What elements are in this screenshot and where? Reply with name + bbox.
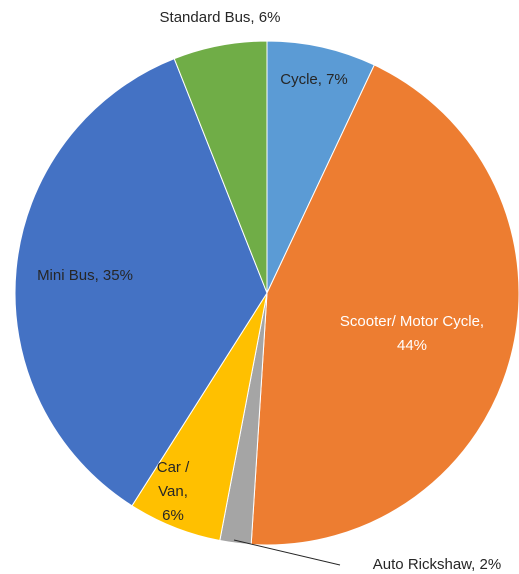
pie-slice [250, 64, 519, 546]
pie-slice [14, 58, 268, 507]
data-label: Auto Rickshaw, 2% [373, 556, 501, 573]
data-label-line: Van, [158, 483, 188, 500]
data-label: Standard Bus, 6% [160, 9, 281, 26]
data-label: Scooter/ Motor Cycle, 44% [340, 313, 484, 354]
data-label-line: Scooter/ Motor Cycle, [340, 313, 484, 330]
data-label-line: 44% [397, 337, 427, 354]
data-label: Cycle, 7% [280, 71, 348, 88]
data-label-line: Car / [157, 459, 190, 476]
leader-line [233, 539, 341, 566]
pie-slice [173, 40, 268, 294]
pie-slice [266, 40, 375, 294]
data-label: Mini Bus, 35% [37, 267, 133, 284]
data-label-line: 6% [162, 507, 184, 524]
data-label: Car / Van, 6% [157, 459, 190, 524]
